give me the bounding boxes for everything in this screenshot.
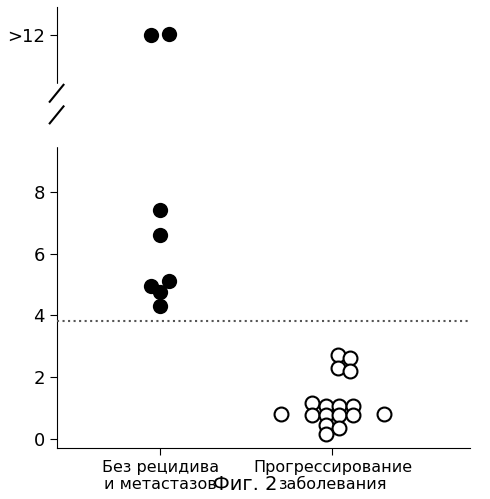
- Bar: [53, 84, 484, 146]
- Text: Фиг. 2: Фиг. 2: [213, 475, 277, 494]
